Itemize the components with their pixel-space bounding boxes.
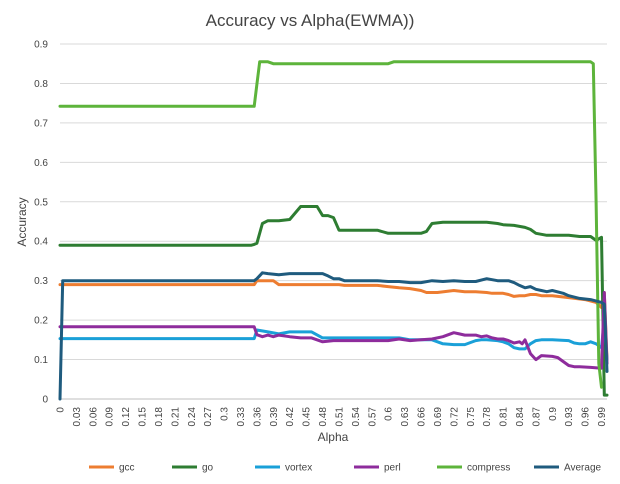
x-tick-label: 0.54 bbox=[351, 407, 362, 427]
x-tick-label: 0.18 bbox=[154, 407, 165, 427]
legend-label-average: Average bbox=[564, 463, 602, 474]
gridlines bbox=[60, 43, 607, 400]
y-tick-label: 0 bbox=[42, 395, 48, 406]
legend-label-compress: compress bbox=[467, 463, 510, 474]
x-tick-label: 0.57 bbox=[367, 407, 378, 427]
chart-title: Accuracy vs Alpha(EWMA)) bbox=[206, 11, 415, 30]
y-axis-ticks: 0 0.1 0.2 0.3 0.4 0.5 0.6 0.7 0.8 0.9 bbox=[34, 40, 48, 406]
y-tick-label: 0.4 bbox=[34, 237, 48, 248]
x-tick-label: 0.84 bbox=[515, 407, 526, 427]
x-tick-label: 0.69 bbox=[433, 407, 444, 427]
x-tick-label: 0.39 bbox=[269, 407, 280, 427]
legend-label-perl: perl bbox=[384, 463, 401, 474]
x-tick-label: 0.12 bbox=[121, 407, 132, 427]
series-lines bbox=[58, 60, 609, 401]
x-tick-label: 0.9 bbox=[548, 407, 559, 421]
x-tick-label: 0.81 bbox=[499, 407, 510, 427]
legend-label-gcc: gcc bbox=[119, 463, 135, 474]
series-line-perl bbox=[58, 291, 609, 370]
x-tick-label: 0.87 bbox=[531, 407, 542, 427]
x-tick-label: 0.09 bbox=[105, 407, 116, 427]
x-tick-label: 0.21 bbox=[170, 407, 181, 427]
series-line-vortex bbox=[58, 318, 609, 362]
x-tick-label: 0.75 bbox=[466, 407, 477, 427]
x-tick-label: 0.06 bbox=[88, 407, 99, 427]
y-tick-label: 0.7 bbox=[34, 118, 48, 129]
y-tick-label: 0.9 bbox=[34, 40, 48, 51]
x-tick-label: 0.63 bbox=[400, 407, 411, 427]
x-tick-label: 0.66 bbox=[417, 407, 428, 427]
x-tick-label: 0.27 bbox=[203, 407, 214, 427]
x-tick-label: 0.3 bbox=[220, 407, 231, 421]
x-tick-label: 0.6 bbox=[384, 407, 395, 421]
x-tick-label: 0.42 bbox=[285, 407, 296, 427]
y-tick-label: 0.8 bbox=[34, 79, 48, 90]
y-tick-label: 0.6 bbox=[34, 158, 48, 169]
x-tick-label: 0.48 bbox=[318, 407, 329, 427]
x-tick-label: 0.15 bbox=[138, 407, 149, 427]
x-tick-label: 0.51 bbox=[334, 407, 345, 427]
legend-label-go: go bbox=[202, 463, 214, 474]
y-tick-label: 0.3 bbox=[34, 276, 48, 287]
series-line-gcc bbox=[58, 279, 609, 362]
series-line-go bbox=[58, 205, 609, 397]
x-axis-ticks: 0 0.03 0.06 0.09 0.12 0.15 0.18 0.21 0.24 0.27 0.3… bbox=[56, 407, 609, 427]
x-tick-label: 0.45 bbox=[302, 407, 313, 427]
x-tick-label: 0.72 bbox=[449, 407, 460, 427]
series-line-compress bbox=[58, 60, 603, 389]
legend-label-vortex: vortex bbox=[285, 463, 312, 474]
x-tick-label: 0.33 bbox=[236, 407, 247, 427]
x-tick-label: 0.36 bbox=[252, 407, 263, 427]
x-axis-label: Alpha bbox=[318, 430, 349, 444]
y-tick-label: 0.1 bbox=[34, 355, 48, 366]
y-tick-label: 0.2 bbox=[34, 316, 48, 327]
legend: gcc go vortex perl compress Average bbox=[89, 463, 602, 474]
x-tick-label: 0.78 bbox=[482, 407, 493, 427]
x-tick-label: 0 bbox=[56, 407, 67, 413]
x-tick-label: 0.24 bbox=[187, 407, 198, 427]
y-axis-label: Accuracy bbox=[15, 197, 29, 246]
y-tick-label: 0.5 bbox=[34, 197, 48, 208]
x-tick-label: 0.93 bbox=[564, 407, 575, 427]
x-tick-label: 0.03 bbox=[72, 407, 83, 427]
x-tick-label: 0.96 bbox=[581, 407, 592, 427]
series-line-average bbox=[58, 271, 609, 401]
x-tick-label: 0.99 bbox=[597, 407, 608, 427]
